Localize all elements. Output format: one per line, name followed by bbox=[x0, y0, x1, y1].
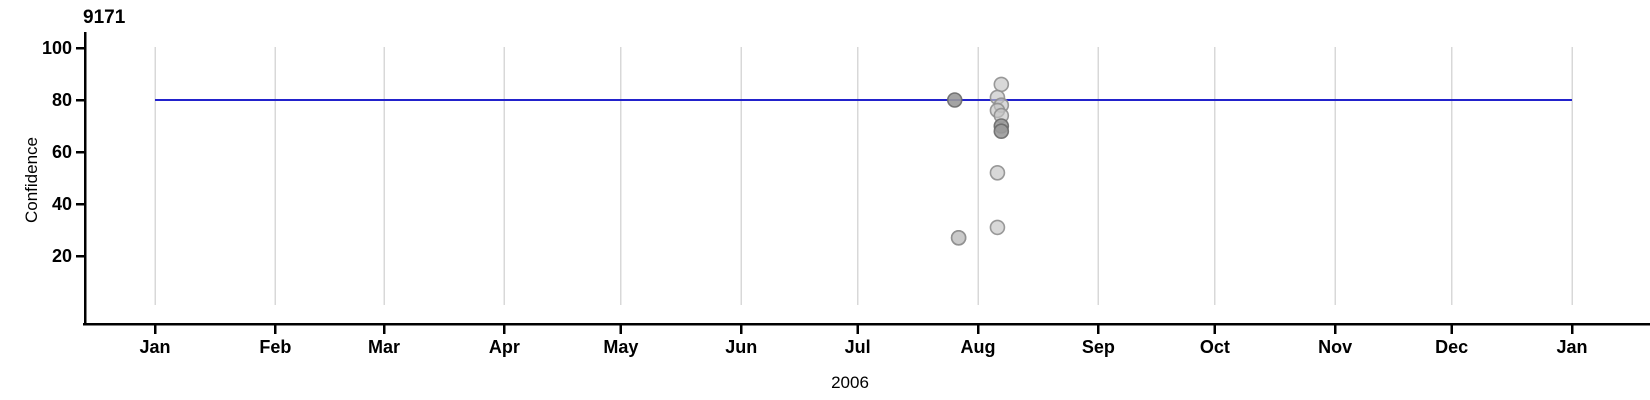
gridlines bbox=[154, 47, 1573, 305]
y-tick-label: 100 bbox=[42, 38, 72, 58]
x-tick-label: Sep bbox=[1082, 337, 1115, 357]
x-tick-label: Jan bbox=[1556, 337, 1587, 357]
x-tick-label: Feb bbox=[259, 337, 291, 357]
data-point bbox=[989, 165, 1006, 181]
x-tick-label: Dec bbox=[1435, 337, 1468, 357]
data-point bbox=[993, 76, 1010, 93]
tick-marks-and-labels: 20 40 60 80 100 Jan Feb Mar Apr May Jun Jul Aug Sep Oc… bbox=[42, 38, 1588, 357]
y-axis-label: Confidence bbox=[22, 137, 41, 223]
data-point bbox=[946, 92, 963, 108]
x-tick-label: Mar bbox=[368, 337, 400, 357]
y-tick-label: 40 bbox=[52, 194, 72, 214]
x-tick-label: May bbox=[603, 337, 638, 357]
y-tick-label: 20 bbox=[52, 246, 72, 266]
data-point bbox=[989, 219, 1006, 236]
x-tick-label: Jun bbox=[725, 337, 757, 357]
chart-title: 9171 bbox=[83, 7, 126, 28]
x-tick-label: Jul bbox=[845, 337, 871, 357]
y-tick-label: 80 bbox=[52, 90, 72, 110]
x-tick-label: Oct bbox=[1200, 337, 1230, 357]
x-tick-label: Nov bbox=[1318, 337, 1352, 357]
x-tick-label: Aug bbox=[961, 337, 996, 357]
data-point bbox=[993, 123, 1010, 139]
x-tick-label: Apr bbox=[489, 337, 520, 357]
scatter-points bbox=[946, 76, 1010, 246]
x-tick-label: Jan bbox=[139, 337, 170, 357]
x-axis-label: 2006 bbox=[831, 373, 869, 392]
y-tick-label: 60 bbox=[52, 142, 72, 162]
axes bbox=[83, 32, 1650, 326]
data-point bbox=[950, 230, 967, 246]
